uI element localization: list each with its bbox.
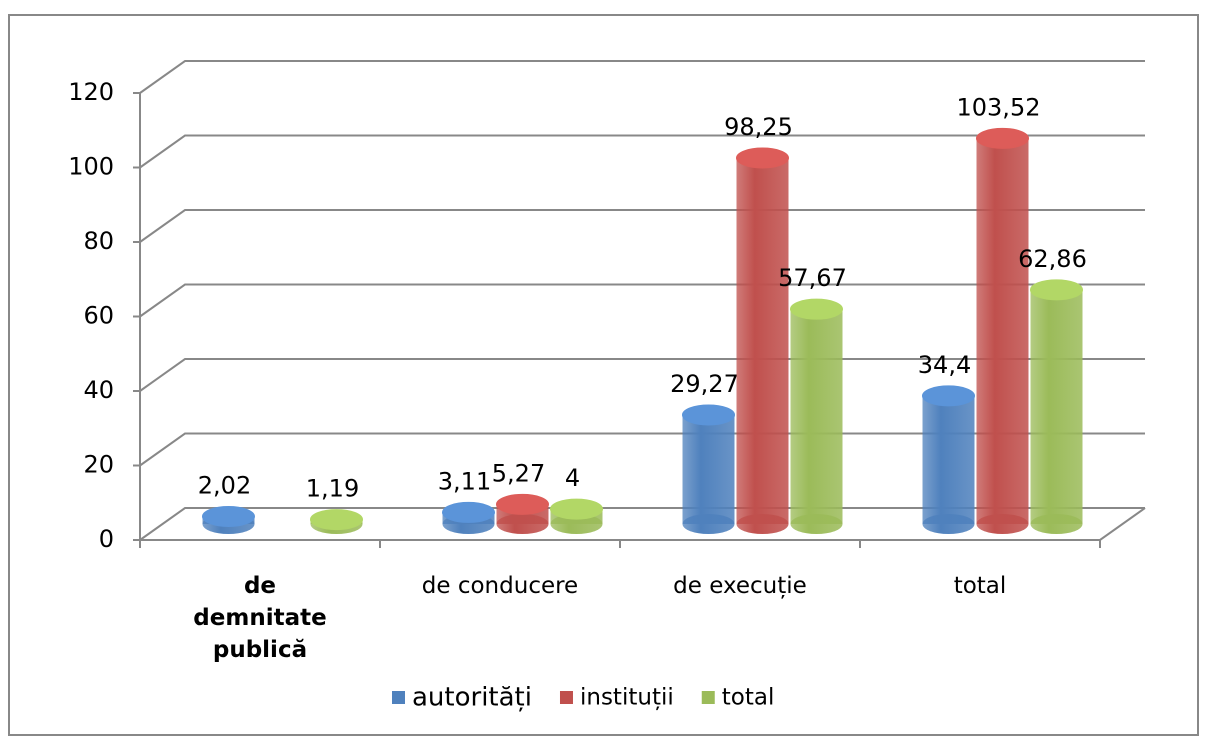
x-tick-label: de demnitate publică (193, 573, 327, 663)
bar-top (976, 127, 1029, 149)
bar-top (310, 509, 363, 531)
bar (922, 395, 975, 524)
x-tick-label: de execuție (673, 573, 807, 599)
x-tick-label: total (953, 573, 1007, 599)
bar-top (736, 147, 789, 169)
value-label: 62,86 (1018, 245, 1087, 273)
bar (1030, 289, 1083, 524)
value-label: 57,67 (778, 264, 847, 292)
value-label: 103,52 (957, 93, 1041, 121)
y-tick-label: 120 (68, 78, 114, 106)
bar-top (550, 498, 603, 520)
bar (736, 158, 789, 525)
x-tick-label: de conducere (421, 573, 579, 599)
y-tick-label: 20 (83, 451, 114, 479)
value-label: 3,11 (438, 467, 491, 495)
legend-swatch (392, 691, 405, 704)
grid-line (139, 283, 1145, 318)
y-tick-label: 60 (83, 302, 114, 330)
bar-top (922, 385, 975, 407)
legend-label: total (722, 685, 775, 711)
legend-label: autorități (412, 683, 532, 713)
grid-line (139, 60, 1145, 94)
value-label: 5,27 (492, 459, 545, 487)
y-tick-label: 80 (83, 227, 114, 255)
value-label: 29,27 (670, 370, 739, 398)
bar-top (202, 505, 255, 527)
bar-top (442, 501, 495, 523)
legend-swatch (701, 691, 715, 704)
grid-line (139, 134, 1145, 169)
grid-line (139, 209, 1145, 243)
y-tick-label: 0 (99, 525, 114, 553)
bar-top (1030, 279, 1083, 301)
value-label: 98,25 (724, 113, 793, 141)
value-label: 2,02 (198, 471, 251, 499)
value-label: 4 (565, 464, 580, 492)
bar (976, 138, 1029, 524)
bar-top (682, 404, 735, 426)
legend-label: instituții (580, 685, 674, 711)
bar (682, 414, 735, 524)
bar (790, 309, 843, 524)
y-tick-label: 40 (83, 376, 114, 404)
bar-top (496, 493, 549, 515)
y-tick-label: 100 (68, 153, 114, 181)
bar-top (790, 298, 843, 320)
value-label: 34,4 (918, 351, 971, 379)
legend-swatch (559, 691, 573, 704)
value-label: 1,19 (306, 475, 359, 503)
